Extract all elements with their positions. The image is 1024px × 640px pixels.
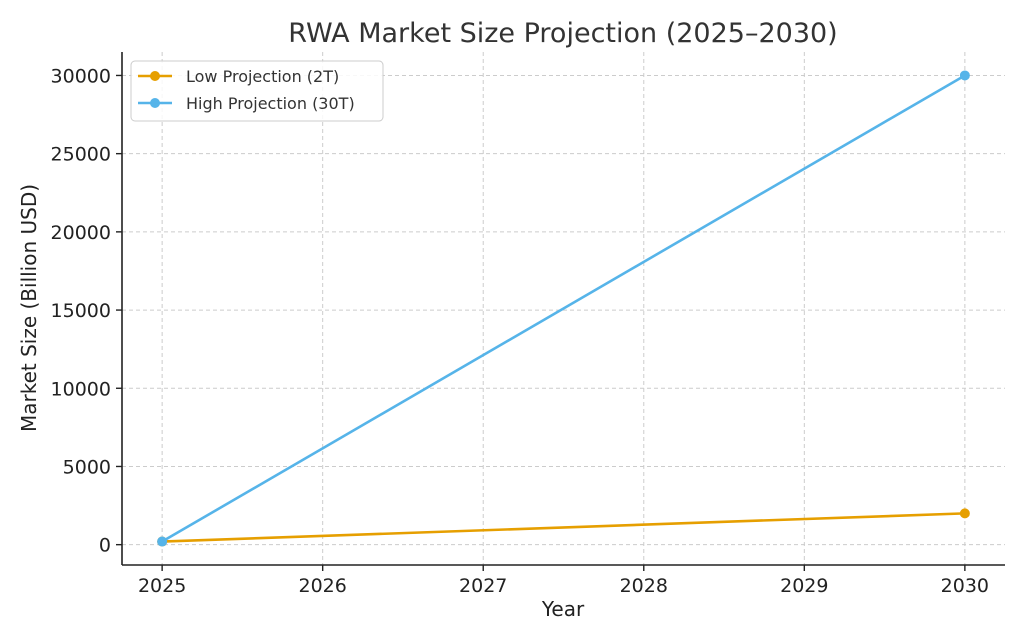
y-tick-label: 20000 — [51, 222, 111, 244]
y-tick-label: 25000 — [51, 144, 111, 166]
data-point — [959, 70, 970, 81]
x-axis-label: Year — [541, 597, 585, 621]
y-tick-label: 10000 — [51, 378, 111, 400]
chart-title: RWA Market Size Projection (2025–2030) — [288, 18, 837, 49]
series-line — [161, 74, 966, 543]
x-tick-label: 2030 — [941, 575, 989, 597]
x-tick-label: 2028 — [620, 575, 668, 597]
x-tick-label: 2025 — [138, 575, 186, 597]
y-tick-label: 15000 — [51, 300, 111, 322]
axes — [121, 52, 1005, 566]
x-tick-label: 2029 — [780, 575, 828, 597]
x-tick-label: 2026 — [299, 575, 347, 597]
data-point — [959, 508, 970, 519]
series-line — [162, 512, 965, 543]
x-tick-label: 2027 — [459, 575, 507, 597]
y-tick-label: 0 — [99, 535, 111, 557]
y-tick-label: 5000 — [63, 456, 111, 478]
legend-box — [130, 60, 384, 122]
series-layer — [157, 70, 970, 547]
legend: Low Projection (2T) High Projection (30T) — [130, 60, 384, 122]
legend-marker — [150, 98, 160, 108]
legend-label: Low Projection (2T) — [186, 67, 339, 86]
y-tick-label: 30000 — [51, 65, 111, 87]
data-point — [157, 536, 168, 547]
legend-marker — [150, 71, 160, 81]
y-axis-label: Market Size (Billion USD) — [17, 184, 41, 432]
legend-label: High Projection (30T) — [186, 94, 355, 113]
ticks: 2025 2026 2027 2028 2029 2030 0 5000 10000 15000 2… — [51, 65, 989, 597]
